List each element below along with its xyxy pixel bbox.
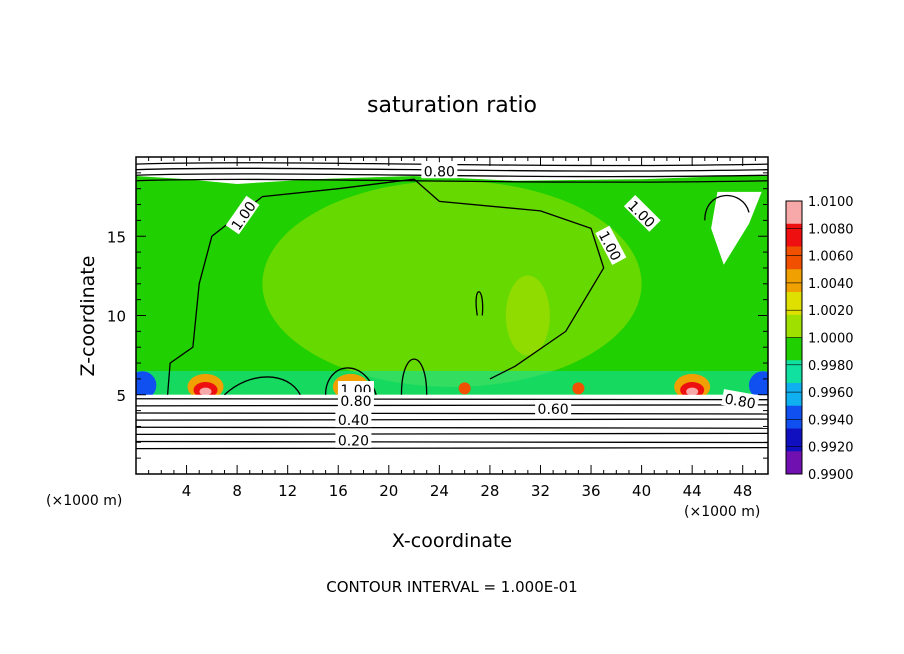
- contour-label: 0.80: [424, 164, 455, 180]
- x-tick-label: 32: [531, 482, 550, 500]
- colorbar-label: 1.0000: [808, 332, 854, 347]
- contour-1-00-island: [475, 291, 484, 316]
- contour-horizontal-0: [136, 446, 768, 450]
- field-hotspot-3-peak: [686, 387, 699, 396]
- field-hotspot-1-peak: [199, 387, 212, 396]
- contour-label-bg: [721, 389, 760, 412]
- contour-1-00-lobe-c: [400, 358, 428, 395]
- contour-horizontal-1: [136, 440, 768, 444]
- y-axis-label: Z-coordinate: [77, 256, 99, 377]
- chart-title: saturation ratio: [367, 93, 537, 118]
- contour-1-00-right: [704, 194, 750, 221]
- field-hotspot-4: [458, 382, 471, 395]
- contour-lines: [136, 162, 768, 450]
- contour-label: 0.80: [723, 391, 756, 412]
- x-axis-label: X-coordinate: [392, 530, 512, 552]
- x-tick-label: 48: [733, 482, 752, 500]
- colorbar-swatch: [786, 314, 802, 338]
- colorbar-label: 0.9960: [808, 386, 854, 401]
- colorbar-swatch: [786, 337, 802, 361]
- contour-horizontal-6: [136, 404, 768, 407]
- field-blue-right: [748, 371, 768, 400]
- y-axis: 5 10 15: [107, 172, 768, 459]
- contour-top-2: [136, 167, 768, 172]
- colorbar-swatch: [786, 405, 802, 429]
- colorbar-label: 1.0100: [808, 195, 854, 210]
- contour-top-0: [136, 178, 768, 183]
- colorbar-swatch: [786, 201, 802, 225]
- colorbar-label: 1.0060: [808, 250, 854, 265]
- contour-label-bg: [335, 411, 372, 428]
- colorbar: 1.0100 1.0080 1.0060 1.0040 1.0020 1.0000 0.99…: [785, 195, 854, 483]
- colorbar-label: 1.0080: [808, 222, 854, 237]
- colorbar-swatch: [786, 428, 802, 452]
- contour-horizontal-4: [136, 418, 768, 421]
- contour-horizontal-7: [136, 398, 768, 401]
- y-tick-label: 15: [107, 228, 126, 246]
- x-unit-left: (×1000 m): [46, 493, 122, 509]
- x-tick-label: 28: [480, 482, 499, 500]
- x-tick-label: 24: [430, 482, 449, 500]
- colorbar-label: 0.9980: [808, 359, 854, 374]
- colorbar-swatch: [786, 383, 802, 407]
- contour-top-1: [136, 173, 768, 178]
- colorbar-label: 1.0040: [808, 277, 854, 292]
- contour-horizontal-2: [136, 432, 768, 436]
- x-unit-right: (×1000 m): [684, 504, 760, 520]
- field-blue-left: [136, 371, 157, 400]
- colorbar-label: 0.9940: [808, 413, 854, 428]
- colorbar-swatch: [786, 246, 802, 270]
- x-axis: 4 8 12 16 20 24 28 32 36 40 44 48: [148, 157, 756, 500]
- x-tick-label: 8: [232, 482, 242, 500]
- contour-label: 0.40: [338, 413, 369, 429]
- contour-horizontal-5: [136, 412, 768, 415]
- colorbar-swatch: [786, 451, 802, 475]
- colorbar-swatch: [786, 292, 802, 316]
- contour-horizontal-3: [136, 426, 768, 429]
- x-tick-label: 36: [581, 482, 600, 500]
- y-tick-label: 10: [107, 308, 126, 326]
- contour-label: 0.60: [538, 402, 569, 418]
- x-tick-label: 16: [329, 482, 348, 500]
- x-tick-label: 12: [278, 482, 297, 500]
- colorbar-label: 1.0020: [808, 304, 854, 319]
- colorbar-label: 0.9920: [808, 441, 854, 456]
- x-tick-label: 20: [379, 482, 398, 500]
- contour-1-00-main: [166, 178, 605, 395]
- colorbar-swatch: [786, 269, 802, 293]
- field-white-gap: [711, 191, 762, 265]
- field-cyan-band: [136, 370, 768, 395]
- y-tick-label: 5: [116, 387, 126, 405]
- colorbar-swatch: [786, 223, 802, 247]
- contour-interval-note: CONTOUR INTERVAL = 1.000E-01: [326, 578, 577, 596]
- contour-label: 0.80: [340, 394, 371, 410]
- contour-label-bg: [421, 162, 458, 179]
- contour-label-bg: [535, 400, 572, 417]
- contour-label-bg: [225, 195, 260, 235]
- contour-top-3: [136, 162, 768, 167]
- field-yellowish-patch: [505, 275, 550, 356]
- contour-label-bg: [623, 194, 661, 232]
- contour-label-bg: [595, 225, 627, 265]
- contour-label-bg: [337, 392, 374, 409]
- colorbar-label: 0.9900: [808, 468, 854, 483]
- field-hotspot-5: [572, 382, 585, 395]
- colorbar-swatch: [786, 360, 802, 384]
- x-tick-label: 40: [632, 482, 651, 500]
- contour-labels: 0.801.001.001.001.000.800.400.200.60 0.80: [225, 162, 760, 450]
- x-tick-label: 44: [683, 482, 702, 500]
- contour-label: 0.20: [338, 434, 369, 450]
- x-tick-label: 4: [182, 482, 192, 500]
- saturation-field: [136, 157, 768, 474]
- contour-1-00-lobe-a: [224, 376, 301, 396]
- contour-label-bg: [335, 431, 372, 448]
- field-light-green: [262, 180, 642, 387]
